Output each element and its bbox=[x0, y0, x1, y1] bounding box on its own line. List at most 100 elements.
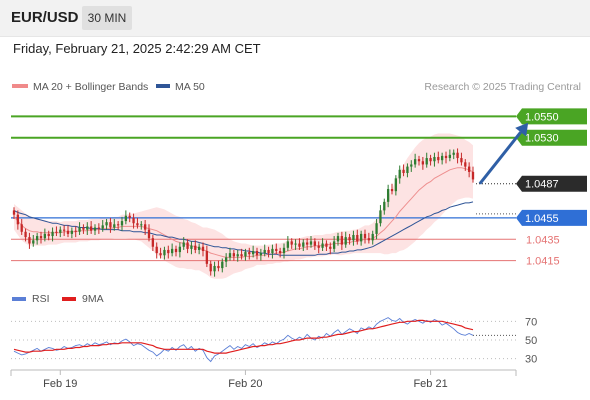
candle-body bbox=[39, 236, 43, 239]
candle-body bbox=[282, 247, 286, 254]
candle-body bbox=[89, 226, 93, 231]
candle-body bbox=[448, 154, 452, 159]
candle-body bbox=[348, 237, 351, 241]
candle-body bbox=[109, 222, 112, 228]
candle-body bbox=[259, 253, 263, 256]
candle-body bbox=[163, 249, 166, 256]
forecast-arrow-head bbox=[515, 122, 529, 137]
chart-header: EUR/USD 30 MIN bbox=[0, 0, 590, 37]
candle-body bbox=[386, 189, 390, 202]
candle-body bbox=[371, 233, 374, 241]
candle-body bbox=[286, 241, 290, 248]
candle-body bbox=[82, 227, 85, 230]
rsi-legend: RSI 9MA bbox=[12, 293, 104, 305]
candle-body bbox=[47, 233, 50, 237]
candle-body bbox=[221, 261, 224, 269]
level-label-1.0487: 1.0487 bbox=[525, 179, 559, 191]
candle-body bbox=[186, 242, 189, 249]
level-label-1.0455: 1.0455 bbox=[525, 213, 559, 225]
candle-body bbox=[120, 221, 124, 226]
candle-body bbox=[182, 242, 185, 247]
candle-body bbox=[379, 210, 382, 224]
symbol-label[interactable]: EUR/USD bbox=[11, 9, 79, 26]
level-label-1.0435: 1.0435 bbox=[526, 234, 560, 246]
candle-body bbox=[20, 224, 23, 232]
ma50-legend-swatch bbox=[156, 84, 170, 88]
candle-body bbox=[105, 222, 108, 226]
ma50-legend-label: MA 50 bbox=[175, 81, 205, 93]
candle-body bbox=[298, 243, 301, 247]
candle-body bbox=[74, 230, 77, 232]
candle-body bbox=[433, 156, 436, 162]
level-label-1.0550: 1.0550 bbox=[525, 111, 559, 123]
candle-body bbox=[178, 246, 182, 253]
candle-body bbox=[209, 263, 212, 272]
candle-body bbox=[309, 241, 313, 245]
candle-body bbox=[101, 225, 104, 229]
candle-body bbox=[213, 265, 216, 272]
level-tag-1.0455 bbox=[516, 209, 587, 226]
candle-body bbox=[194, 245, 197, 250]
x-tick-label: Feb 20 bbox=[228, 378, 262, 390]
rsi-legend-label: RSI bbox=[32, 293, 50, 305]
candle-body bbox=[302, 242, 305, 247]
candle-body bbox=[35, 236, 39, 241]
candle-body bbox=[294, 243, 297, 245]
candle-body bbox=[78, 227, 81, 232]
timeframe-button[interactable]: 30 MIN bbox=[82, 6, 132, 30]
candle-body bbox=[124, 215, 128, 222]
candle-body bbox=[43, 233, 47, 239]
level-label-1.0530: 1.0530 bbox=[525, 133, 559, 145]
rsi-pane: 70 50 30 bbox=[11, 316, 537, 366]
bollinger-band bbox=[14, 133, 473, 279]
candle-body bbox=[86, 226, 89, 230]
candle-body bbox=[325, 243, 328, 247]
candle-body bbox=[147, 229, 151, 239]
candle-body bbox=[205, 251, 209, 264]
candle-body bbox=[464, 162, 467, 167]
candle-body bbox=[406, 166, 409, 174]
candle-body bbox=[402, 169, 405, 174]
candle-body bbox=[317, 245, 320, 248]
candle-body bbox=[340, 236, 344, 245]
candle-body bbox=[332, 241, 336, 249]
price-legend: MA 20 + Bollinger Bands MA 50 Research ©… bbox=[12, 81, 581, 93]
candle-body bbox=[452, 152, 455, 155]
candle-body bbox=[143, 224, 147, 230]
9ma-line bbox=[13, 319, 474, 354]
candle-body bbox=[329, 246, 332, 249]
candle-body bbox=[440, 155, 444, 161]
candle-body bbox=[456, 152, 459, 159]
candle-body bbox=[93, 227, 97, 231]
candle-body bbox=[167, 249, 170, 254]
candle-body bbox=[255, 251, 259, 256]
x-tick-label: Feb 21 bbox=[413, 378, 447, 390]
candle-body bbox=[12, 210, 16, 215]
candle-body bbox=[367, 238, 371, 241]
candle-body bbox=[356, 234, 359, 242]
candle-body bbox=[398, 169, 401, 179]
candle-body bbox=[159, 253, 162, 256]
candle-body bbox=[16, 214, 20, 225]
candle-body bbox=[413, 159, 417, 165]
candle-body bbox=[390, 189, 394, 192]
candle-body bbox=[132, 217, 135, 224]
9ma-legend-label: 9MA bbox=[82, 293, 104, 305]
candle-body bbox=[383, 201, 386, 211]
candle-body bbox=[51, 231, 54, 237]
forecast-arrow-shaft bbox=[478, 131, 522, 185]
candle-body bbox=[59, 229, 62, 233]
x-axis: Feb 19 Feb 20 Feb 21 bbox=[10, 369, 517, 390]
candle-body bbox=[24, 231, 27, 238]
candle-body bbox=[97, 227, 101, 229]
candle-body bbox=[263, 249, 266, 254]
level-tag-1.0550 bbox=[516, 108, 587, 125]
candle-body bbox=[128, 215, 131, 218]
candle-body bbox=[336, 236, 340, 242]
candle-body bbox=[321, 243, 324, 248]
candle-body bbox=[251, 251, 255, 255]
rsi-tick-70: 70 bbox=[525, 316, 537, 328]
candle-body bbox=[429, 158, 432, 162]
candle-body bbox=[224, 257, 228, 262]
